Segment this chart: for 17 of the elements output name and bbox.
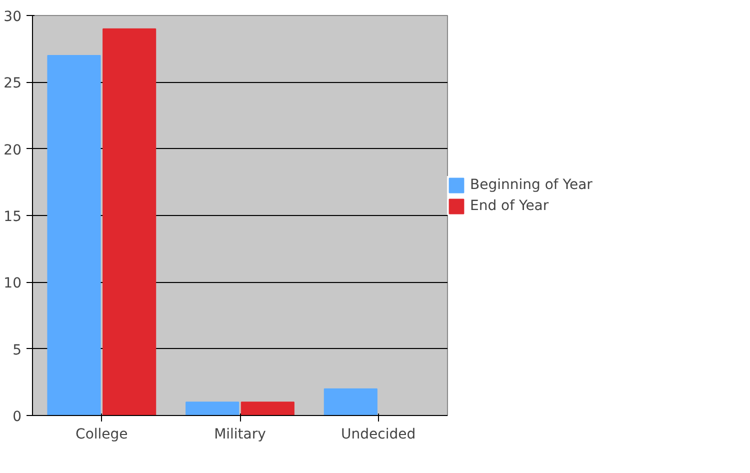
y-tick-label: 5	[12, 342, 22, 358]
y-tick-label: 10	[4, 276, 22, 292]
x-tick-label: Military	[214, 426, 266, 442]
bar	[240, 402, 294, 416]
legend-label: Beginning of Year	[470, 177, 592, 193]
y-tick-label: 25	[4, 76, 22, 92]
bar	[47, 55, 101, 416]
y-tick-label: 0	[12, 409, 22, 425]
x-tick-label: Undecided	[341, 426, 416, 442]
x-tick-label: College	[76, 426, 128, 442]
bar	[186, 402, 240, 416]
y-tick-label: 15	[4, 209, 22, 225]
legend-label: End of Year	[470, 198, 549, 214]
bar	[324, 388, 378, 416]
y-tick-label: 20	[4, 142, 22, 158]
bar	[102, 28, 156, 416]
y-tick-label: 30	[4, 9, 22, 25]
